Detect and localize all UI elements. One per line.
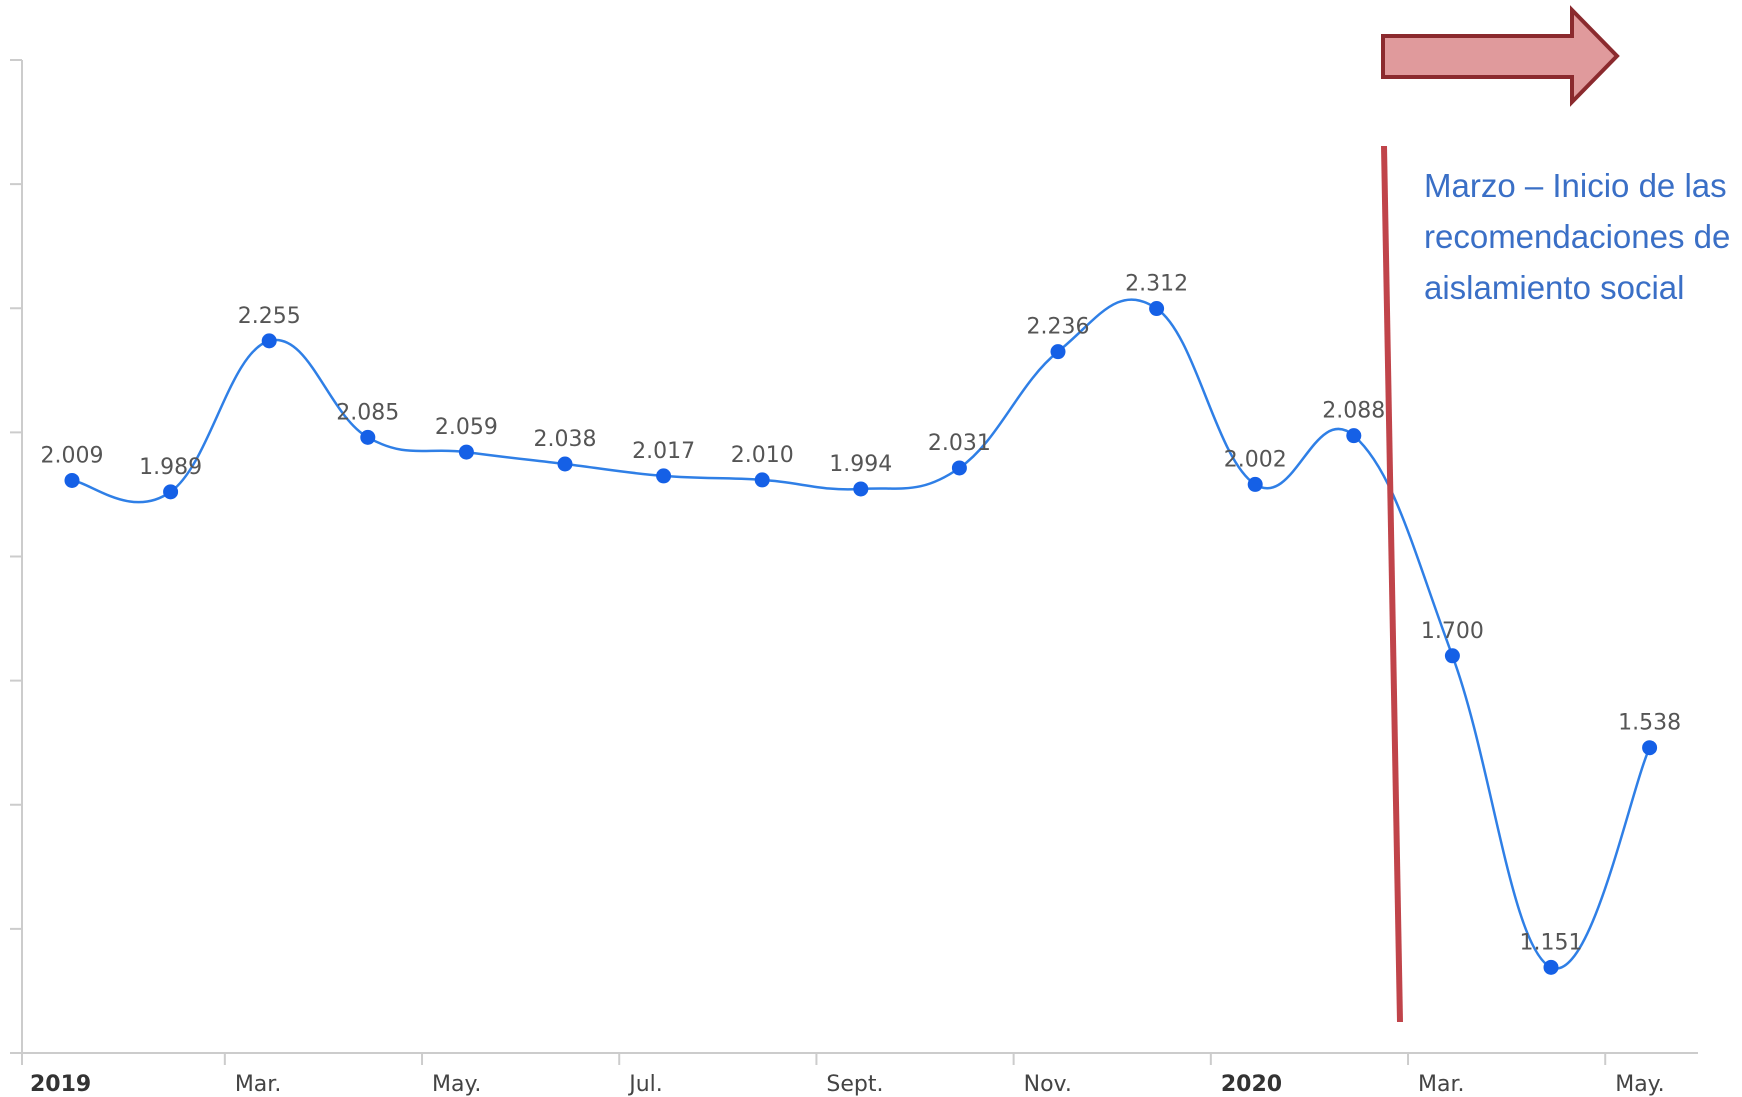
lockdown-marker-line: [1381, 145, 1403, 1023]
x-axis-ticks: 2019 Mar. May. Jul. Sept. Nov. 2020 Mar. May.: [21, 1053, 1665, 1097]
note-line-3: aislamiento social: [1424, 269, 1685, 306]
data-label: 1.700: [1421, 619, 1484, 644]
x-tick-label: May.: [1615, 1072, 1664, 1097]
data-point: [360, 429, 376, 445]
data-point: [951, 460, 967, 476]
x-tick-label: Nov.: [1024, 1072, 1072, 1097]
data-label: 2.010: [731, 443, 794, 468]
data-point: [1444, 648, 1460, 664]
data-point: [458, 444, 474, 460]
series-line: [71, 298, 1651, 970]
chart-axes: [10, 59, 1698, 1054]
x-tick-label: 2020: [1221, 1072, 1282, 1097]
data-label: 2.002: [1224, 447, 1287, 472]
data-label: 1.538: [1618, 711, 1681, 736]
data-label: 2.017: [632, 439, 695, 464]
x-tick-label: Mar.: [235, 1072, 281, 1097]
data-points: [64, 301, 1658, 975]
data-point: [64, 472, 80, 488]
data-point: [1642, 740, 1658, 756]
data-label: 2.009: [41, 443, 104, 468]
data-point: [261, 333, 277, 349]
data-point: [754, 472, 770, 488]
right-arrow-icon: [1381, 5, 1620, 107]
x-tick-label: Sept.: [826, 1072, 883, 1097]
data-point: [1543, 959, 1559, 975]
data-point: [557, 456, 573, 472]
data-label: 2.312: [1125, 272, 1188, 297]
data-label: 2.031: [928, 431, 991, 456]
data-point: [853, 481, 869, 497]
data-point: [163, 484, 179, 500]
data-point: [656, 468, 672, 484]
data-label: 2.236: [1027, 315, 1090, 340]
x-tick-label: Mar.: [1418, 1072, 1464, 1097]
x-tick-label: 2019: [30, 1072, 91, 1097]
data-label: 1.989: [139, 455, 202, 480]
x-tick-label: May.: [432, 1072, 481, 1097]
data-point: [1149, 301, 1165, 317]
data-point: [1247, 476, 1263, 492]
data-label: 1.151: [1520, 930, 1583, 955]
data-labels: 2.009 1.989 2.255 2.085 2.059 2.038 2.017 2.010…: [41, 272, 1682, 956]
data-label: 2.088: [1322, 399, 1385, 424]
note-line-1: Marzo – Inicio de las: [1424, 167, 1727, 204]
x-tick-label: Jul.: [627, 1072, 663, 1097]
data-label: 2.059: [435, 415, 498, 440]
data-label: 2.255: [238, 304, 301, 329]
data-label: 1.994: [829, 452, 892, 477]
annotation-note: Marzo – Inicio de las recomendaciones de…: [1424, 160, 1742, 313]
data-point: [1346, 428, 1362, 444]
series-group: [71, 298, 1651, 970]
data-point: [1050, 344, 1066, 360]
data-label: 2.038: [534, 427, 597, 452]
data-label: 2.085: [336, 400, 399, 425]
note-line-2: recomendaciones de: [1424, 218, 1731, 255]
